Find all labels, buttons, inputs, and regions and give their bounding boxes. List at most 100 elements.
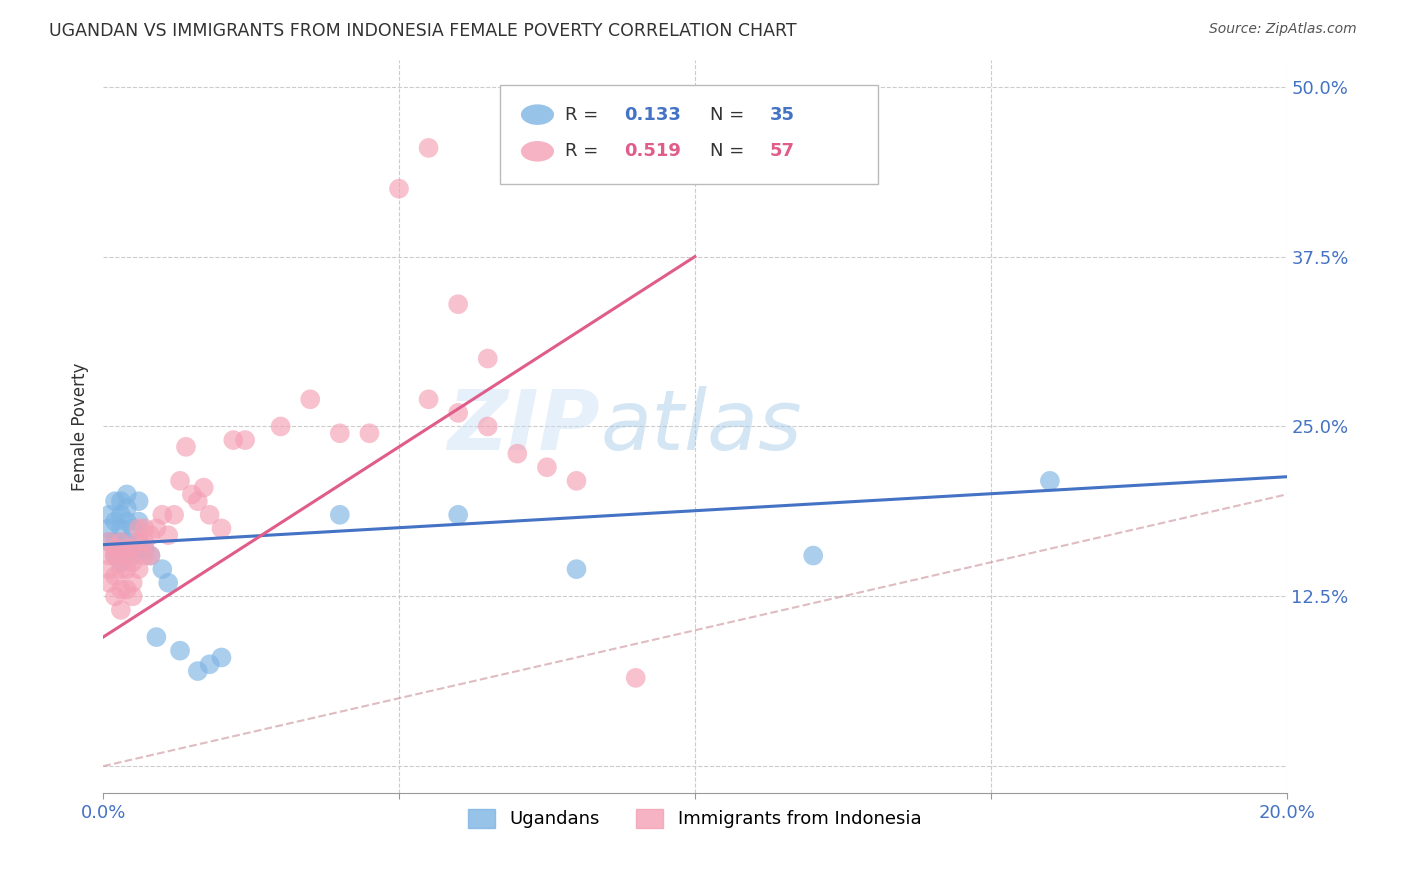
Point: [121, 521, 143, 535]
Point: [299, 392, 322, 407]
Point: [187, 664, 209, 678]
Point: [150, 508, 173, 522]
Point: [418, 141, 440, 155]
Point: [110, 562, 132, 576]
Point: [198, 508, 221, 522]
Text: 35: 35: [769, 105, 794, 124]
Point: [98, 521, 121, 535]
Point: [104, 515, 127, 529]
Point: [128, 562, 150, 576]
Point: [506, 447, 529, 461]
Point: [134, 541, 156, 556]
Point: [139, 528, 162, 542]
Point: [110, 508, 132, 522]
Point: [624, 671, 647, 685]
Text: 0.519: 0.519: [624, 143, 681, 161]
Point: [115, 487, 138, 501]
Point: [110, 521, 132, 535]
Point: [187, 494, 209, 508]
Point: [174, 440, 197, 454]
Circle shape: [520, 104, 554, 125]
Point: [1039, 474, 1062, 488]
Point: [359, 426, 381, 441]
Text: ZIP: ZIP: [447, 386, 600, 467]
Point: [121, 575, 143, 590]
Point: [477, 419, 499, 434]
Point: [447, 297, 470, 311]
Point: [565, 562, 588, 576]
Point: [110, 549, 132, 563]
Point: [169, 474, 191, 488]
Point: [270, 419, 292, 434]
Point: [110, 582, 132, 597]
Point: [115, 501, 138, 516]
Y-axis label: Female Poverty: Female Poverty: [72, 362, 89, 491]
Text: 57: 57: [769, 143, 794, 161]
Point: [104, 535, 127, 549]
Point: [115, 549, 138, 563]
Text: Source: ZipAtlas.com: Source: ZipAtlas.com: [1209, 22, 1357, 37]
Point: [128, 494, 150, 508]
Point: [150, 562, 173, 576]
Point: [447, 406, 470, 420]
Point: [128, 521, 150, 535]
Point: [801, 549, 824, 563]
Point: [121, 590, 143, 604]
Point: [98, 535, 121, 549]
Point: [180, 487, 202, 501]
Text: N =: N =: [710, 143, 751, 161]
Point: [418, 392, 440, 407]
Point: [128, 535, 150, 549]
Point: [115, 541, 138, 556]
Point: [329, 508, 352, 522]
Point: [477, 351, 499, 366]
Point: [198, 657, 221, 672]
Point: [121, 555, 143, 569]
Legend: Ugandans, Immigrants from Indonesia: Ugandans, Immigrants from Indonesia: [461, 802, 928, 836]
Point: [536, 460, 558, 475]
Point: [211, 521, 233, 535]
Point: [110, 535, 132, 549]
Point: [139, 549, 162, 563]
Point: [329, 426, 352, 441]
Point: [128, 515, 150, 529]
Text: R =: R =: [565, 105, 603, 124]
Point: [211, 650, 233, 665]
Point: [447, 508, 470, 522]
Point: [121, 541, 143, 556]
Point: [104, 549, 127, 563]
Point: [98, 575, 121, 590]
Point: [104, 549, 127, 563]
Point: [169, 643, 191, 657]
Point: [157, 528, 180, 542]
Text: atlas: atlas: [600, 386, 801, 467]
Text: UGANDAN VS IMMIGRANTS FROM INDONESIA FEMALE POVERTY CORRELATION CHART: UGANDAN VS IMMIGRANTS FROM INDONESIA FEM…: [49, 22, 797, 40]
Point: [128, 535, 150, 549]
Point: [98, 549, 121, 563]
Point: [121, 549, 143, 563]
Point: [115, 535, 138, 549]
Point: [193, 481, 215, 495]
Point: [110, 555, 132, 569]
Point: [110, 535, 132, 549]
Point: [134, 549, 156, 563]
Text: 0.133: 0.133: [624, 105, 681, 124]
FancyBboxPatch shape: [499, 86, 879, 185]
Point: [98, 562, 121, 576]
Text: N =: N =: [710, 105, 751, 124]
Point: [145, 521, 167, 535]
Point: [222, 433, 245, 447]
Point: [233, 433, 256, 447]
Point: [139, 549, 162, 563]
Circle shape: [520, 141, 554, 161]
Point: [110, 494, 132, 508]
Point: [98, 535, 121, 549]
Point: [104, 569, 127, 583]
Point: [134, 521, 156, 535]
Point: [157, 575, 180, 590]
Point: [104, 590, 127, 604]
Point: [98, 508, 121, 522]
Point: [565, 474, 588, 488]
Point: [145, 630, 167, 644]
Text: R =: R =: [565, 143, 603, 161]
